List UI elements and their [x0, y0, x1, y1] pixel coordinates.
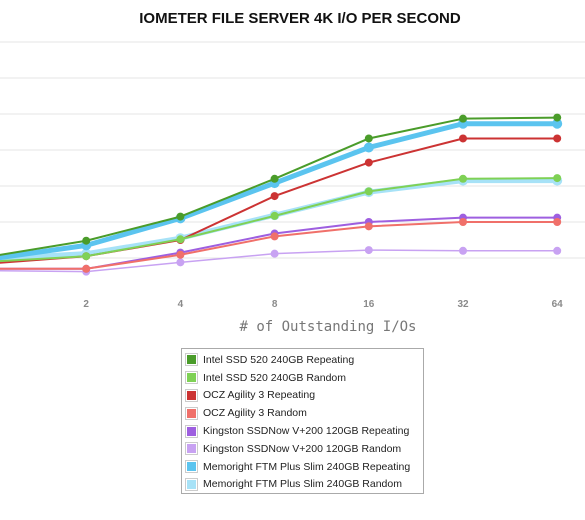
data-point: [553, 246, 562, 255]
legend-swatch: [185, 406, 198, 420]
data-point: [459, 218, 467, 226]
data-point: [270, 192, 279, 201]
data-point: [364, 246, 373, 255]
data-point: [553, 113, 562, 122]
data-point: [176, 258, 185, 267]
series-group: [0, 174, 562, 263]
chart-title: IOMETER FILE SERVER 4K I/O PER SECOND: [139, 10, 461, 27]
series-lines: [0, 113, 563, 276]
legend-swatch: [185, 424, 198, 438]
legend-label: OCZ Agility 3 Random: [203, 407, 307, 420]
legend-swatch: [185, 353, 198, 367]
legend-item: Memoright FTM Plus Slim 240GB Random: [185, 476, 423, 494]
legend-swatch: [185, 371, 198, 385]
legend-item: Intel SSD 520 240GB Random: [185, 369, 423, 387]
legend-item: Intel SSD 520 240GB Repeating: [185, 351, 423, 369]
series-group: [0, 113, 562, 256]
x-tick-label: 8: [272, 299, 278, 310]
legend-item: Kingston SSDNow V+200 120GB Repeating: [185, 422, 423, 440]
x-tick-label: 64: [552, 299, 564, 310]
legend-swatch: [185, 477, 198, 491]
legend-label: OCZ Agility 3 Repeating: [203, 389, 316, 402]
series-group: [0, 218, 562, 273]
legend-label: Memoright FTM Plus Slim 240GB Repeating: [203, 460, 411, 473]
legend-item: Memoright FTM Plus Slim 240GB Repeating: [185, 458, 423, 476]
legend-swatch: [185, 442, 198, 456]
x-tick-labels: 2 4 8 16 32 64: [83, 299, 563, 310]
data-point: [553, 134, 562, 143]
legend-item: Kingston SSDNow V+200 120GB Random: [185, 440, 423, 458]
data-point: [364, 187, 373, 196]
data-point: [270, 232, 279, 241]
legend-item: OCZ Agility 3 Random: [185, 404, 423, 422]
legend-swatch: [185, 460, 198, 474]
x-tick-label: 2: [83, 299, 89, 310]
legend-label: Intel SSD 520 240GB Random: [203, 371, 347, 384]
data-point: [459, 134, 467, 143]
legend: Intel SSD 520 240GB Repeating Intel SSD 5…: [181, 348, 424, 494]
legend-label: Kingston SSDNow V+200 120GB Random: [203, 442, 402, 455]
data-point: [270, 174, 279, 183]
grid-lines: [0, 41, 585, 259]
data-point: [364, 222, 373, 231]
data-point: [82, 264, 91, 273]
data-point: [459, 174, 467, 183]
legend-label: Intel SSD 520 240GB Repeating: [203, 353, 355, 366]
data-point: [553, 218, 562, 226]
data-point: [364, 134, 373, 143]
legend-item: OCZ Agility 3 Repeating: [185, 387, 423, 405]
data-point: [363, 142, 374, 153]
legend-swatch: [185, 388, 198, 402]
data-point: [176, 212, 185, 221]
data-point: [553, 174, 562, 183]
legend-label: Memoright FTM Plus Slim 240GB Random: [203, 478, 402, 491]
x-tick-label: 16: [363, 299, 375, 310]
legend-label: Kingston SSDNow V+200 120GB Repeating: [203, 425, 410, 438]
data-point: [270, 249, 279, 258]
x-tick-label: 32: [457, 299, 469, 310]
data-point: [364, 158, 373, 167]
data-point: [82, 236, 91, 245]
x-tick-label: 4: [178, 299, 184, 310]
x-axis-label: # of Outstanding I/Os: [239, 319, 416, 335]
data-point: [552, 118, 563, 129]
data-point: [459, 114, 467, 123]
data-point: [82, 252, 91, 261]
data-point: [176, 235, 185, 244]
data-point: [176, 250, 185, 259]
data-point: [270, 211, 279, 220]
data-point: [459, 246, 467, 255]
